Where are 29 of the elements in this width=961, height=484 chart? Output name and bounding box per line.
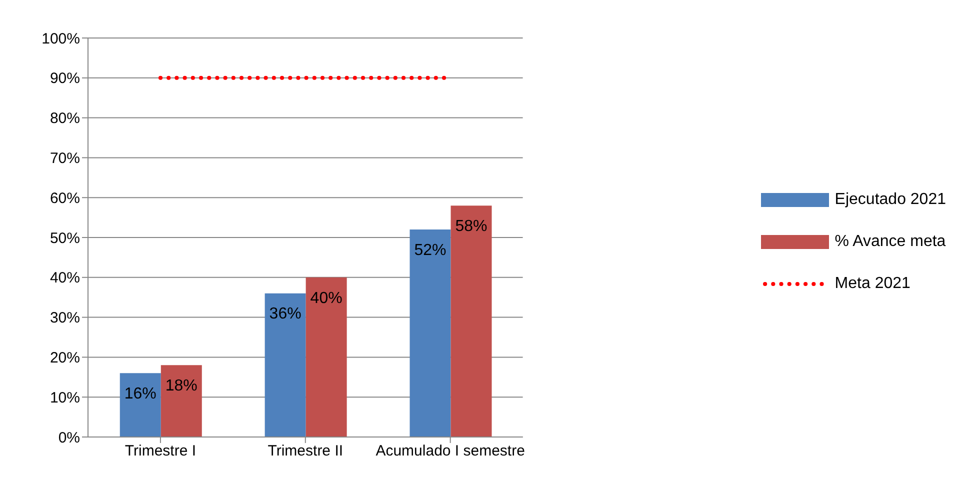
x-tick-label: Trimestre II — [268, 442, 344, 460]
bar — [410, 230, 451, 437]
legend-label: % Avance meta — [834, 233, 946, 251]
data-label: 18% — [165, 378, 198, 395]
bar — [264, 293, 306, 437]
bar — [160, 365, 202, 437]
data-label: 36% — [269, 306, 302, 323]
data-label: 40% — [310, 290, 342, 307]
y-tick-label: 10% — [50, 389, 80, 406]
y-tick-label: 40% — [50, 270, 80, 287]
y-tick-label: 90% — [50, 70, 80, 88]
x-tick-label: Acumulado I semestre — [376, 442, 525, 460]
bar — [120, 373, 161, 437]
data-label: 16% — [124, 386, 156, 403]
legend-label: Ejecutado 2021 — [834, 191, 946, 209]
bar — [450, 206, 492, 437]
x-tick-label: Trimestre I — [124, 442, 196, 460]
bar — [306, 277, 347, 437]
y-tick-label: 60% — [50, 190, 80, 207]
legend-label: Meta 2021 — [834, 275, 910, 293]
data-label: 58% — [455, 218, 488, 235]
y-tick-label: 80% — [50, 110, 80, 128]
y-tick-label: 0% — [58, 429, 80, 446]
y-tick-label: 100% — [42, 30, 80, 48]
y-tick-label: 20% — [50, 350, 80, 367]
y-tick-label: 70% — [50, 150, 80, 168]
data-label: 52% — [414, 242, 446, 259]
y-tick-label: 30% — [50, 310, 80, 327]
y-tick-label: 50% — [50, 230, 80, 247]
